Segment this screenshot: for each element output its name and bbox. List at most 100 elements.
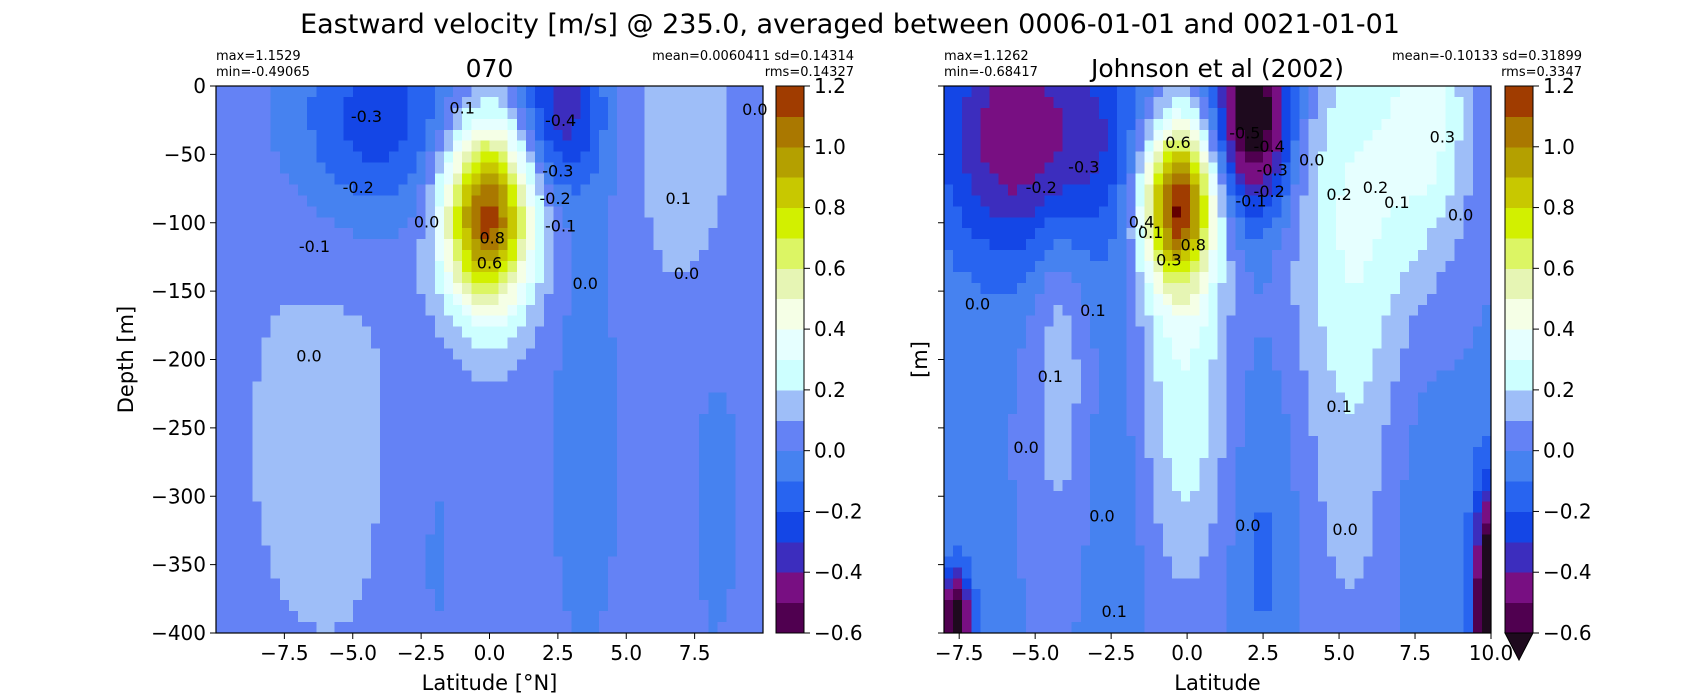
field-cell: [1235, 195, 1246, 207]
field-cell: [334, 107, 345, 120]
field-cell: [398, 217, 409, 229]
field-cell: [944, 468, 954, 481]
field-cell: [443, 173, 454, 186]
field-cell: [1253, 173, 1264, 186]
field-cell: [1153, 600, 1164, 612]
field-cell: [425, 359, 436, 372]
field-cell: [462, 195, 472, 207]
field-cell: [234, 118, 244, 131]
field-cell: [980, 86, 991, 98]
field-cell: [653, 512, 664, 525]
field-cell: [316, 206, 326, 218]
field-cell: [1244, 370, 1255, 382]
field-cell: [1108, 589, 1118, 601]
field-cell: [462, 217, 472, 229]
field-cell: [443, 228, 454, 240]
field-cell: [1208, 173, 1219, 186]
field-cell: [744, 447, 755, 459]
field-cell: [998, 523, 1009, 536]
field-cell: [389, 523, 399, 536]
field-cell: [1044, 501, 1054, 514]
field-cell: [1026, 447, 1036, 459]
field-cell: [1062, 261, 1073, 273]
field-cell: [398, 228, 409, 240]
field-cell: [516, 359, 527, 372]
field-cell: [434, 425, 445, 437]
field-cell: [352, 261, 363, 273]
field-cell: [571, 337, 582, 350]
stat-left: max=1.1529: [216, 49, 301, 64]
field-cell: [416, 96, 427, 109]
field-cell: [598, 534, 609, 547]
field-cell: [1126, 512, 1137, 525]
field-cell: [325, 512, 336, 525]
field-cell: [1226, 425, 1237, 437]
field-cell: [1098, 107, 1109, 120]
field-cell: [252, 578, 263, 590]
field-cell: [279, 271, 290, 284]
field-cell: [1062, 107, 1073, 120]
field-cell: [1181, 228, 1191, 240]
field-cell: [462, 337, 472, 350]
field-cell: [980, 348, 991, 361]
field-cell: [279, 96, 290, 109]
field-cell: [471, 512, 481, 525]
field-cell: [1053, 479, 1064, 492]
field-cell: [288, 195, 299, 207]
field-cell: [343, 96, 354, 109]
field-cell: [1226, 337, 1237, 350]
field-cell: [1108, 578, 1118, 590]
field-cell: [744, 184, 755, 196]
field-cell: [589, 337, 600, 350]
field-cell: [1007, 118, 1018, 131]
field-cell: [425, 622, 436, 634]
field-cell: [489, 250, 500, 262]
field-cell: [1117, 315, 1127, 328]
field-cell: [1007, 501, 1018, 514]
field-cell: [1117, 512, 1127, 525]
field-cell: [690, 162, 700, 175]
field-cell: [562, 436, 573, 448]
field-cell: [998, 348, 1009, 361]
field-cell: [544, 304, 554, 317]
field-cell: [962, 282, 972, 295]
field-cell: [626, 271, 636, 284]
field-cell: [370, 326, 381, 339]
field-cell: [380, 381, 390, 393]
field-cell: [617, 326, 627, 339]
field-cell: [316, 414, 326, 426]
field-cell: [662, 239, 673, 251]
field-cell: [608, 129, 618, 142]
field-cell: [498, 337, 509, 350]
field-cell: [1089, 468, 1100, 481]
field-cell: [380, 326, 390, 339]
field-cell: [644, 523, 655, 536]
field-cell: [234, 162, 244, 175]
field-cell: [1071, 567, 1082, 579]
field-cell: [480, 151, 491, 164]
field-cell: [944, 359, 954, 372]
field-cell: [553, 173, 564, 186]
field-cell: [261, 195, 272, 207]
field-cell: [1181, 370, 1191, 382]
field-cell: [1026, 501, 1036, 514]
field-cell: [744, 381, 755, 393]
field-cell: [243, 195, 254, 207]
field-cell: [1080, 304, 1091, 317]
field-cell: [316, 250, 326, 262]
field-cell: [216, 392, 226, 404]
field-cell: [498, 523, 509, 536]
field-cell: [680, 173, 691, 186]
field-cell: [453, 359, 463, 372]
field-cell: [1007, 403, 1018, 415]
field-cell: [998, 370, 1009, 382]
field-cell: [653, 622, 664, 634]
field-cell: [398, 195, 409, 207]
field-cell: [980, 523, 991, 536]
field-cell: [1117, 162, 1127, 175]
field-cell: [225, 578, 235, 590]
field-cell: [1244, 468, 1255, 481]
field-cell: [971, 282, 982, 295]
field-cell: [1044, 129, 1054, 142]
field-cell: [316, 184, 326, 196]
